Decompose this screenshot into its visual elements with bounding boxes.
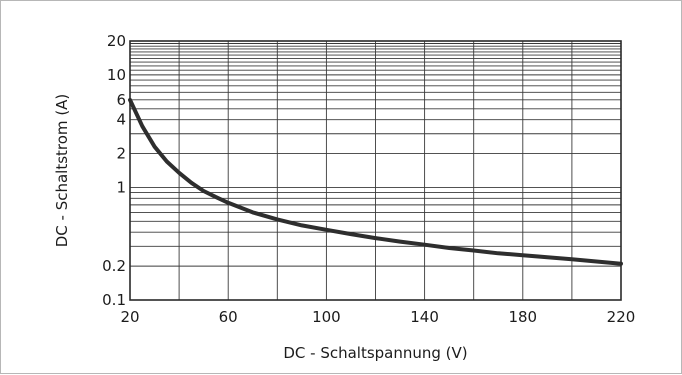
- x-axis-title: DC - Schaltspannung (V): [283, 344, 467, 362]
- y-tick-label: 4: [116, 111, 126, 129]
- y-tick-label: 1: [116, 178, 126, 196]
- y-tick-label: 0.2: [102, 257, 126, 275]
- x-tick-label: 140: [410, 308, 439, 326]
- series-line: [128, 97, 623, 266]
- x-tick-label: 220: [607, 308, 636, 326]
- y-tick-label: 20: [107, 32, 126, 50]
- y-tick-label: 6: [116, 91, 126, 109]
- y-tick-label: 0.1: [102, 291, 126, 309]
- x-tick-label: 20: [120, 308, 139, 326]
- plot-area: [129, 40, 622, 301]
- y-tick-label: 10: [107, 66, 126, 84]
- x-tick-label: 180: [508, 308, 537, 326]
- x-tick-label: 60: [219, 308, 238, 326]
- x-tick-label: 100: [312, 308, 341, 326]
- y-axis-title: DC - Schaltstrom (A): [53, 94, 71, 248]
- grid: [129, 40, 622, 301]
- tick-labels: 20 60 100 140 180 220 0.1 0.2 1 2 4 6 10 20: [102, 32, 635, 326]
- y-tick-label: 2: [116, 145, 126, 163]
